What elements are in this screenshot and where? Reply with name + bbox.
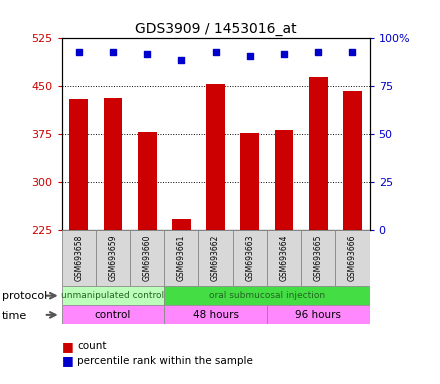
Bar	[62, 305, 164, 324]
Bar	[301, 230, 335, 286]
Bar	[164, 286, 370, 305]
Text: oral submucosal injection: oral submucosal injection	[209, 291, 325, 300]
Bar	[240, 133, 259, 230]
Bar	[164, 305, 267, 324]
Point	[110, 49, 117, 55]
Text: 48 hours: 48 hours	[193, 310, 238, 320]
Bar	[103, 98, 122, 230]
Text: GSM693660: GSM693660	[143, 235, 152, 281]
Bar	[138, 132, 157, 230]
Bar	[96, 230, 130, 286]
Bar	[343, 91, 362, 230]
Point	[281, 51, 288, 57]
Text: time: time	[2, 311, 27, 321]
Bar	[206, 84, 225, 230]
Point	[246, 53, 253, 59]
Text: 96 hours: 96 hours	[295, 310, 341, 320]
Bar	[164, 230, 198, 286]
Text: GSM693664: GSM693664	[279, 235, 289, 281]
Title: GDS3909 / 1453016_at: GDS3909 / 1453016_at	[135, 22, 297, 36]
Text: ■: ■	[62, 354, 73, 367]
Point	[75, 49, 82, 55]
Text: GSM693658: GSM693658	[74, 235, 83, 281]
Text: GSM693662: GSM693662	[211, 235, 220, 281]
Point	[143, 51, 150, 57]
Bar	[130, 230, 164, 286]
Bar	[275, 130, 293, 230]
Point	[212, 49, 219, 55]
Bar	[172, 219, 191, 230]
Text: ■: ■	[62, 340, 73, 353]
Point	[178, 56, 185, 63]
Text: GSM693659: GSM693659	[108, 235, 117, 281]
Text: GSM693663: GSM693663	[246, 235, 254, 281]
Text: unmanipulated control: unmanipulated control	[61, 291, 165, 300]
Bar	[267, 305, 370, 324]
Text: count: count	[77, 341, 106, 351]
Bar	[62, 286, 164, 305]
Bar	[233, 230, 267, 286]
Bar	[267, 230, 301, 286]
Text: control: control	[95, 310, 131, 320]
Bar	[309, 77, 328, 230]
Text: GSM693665: GSM693665	[314, 235, 323, 281]
Text: protocol: protocol	[2, 291, 48, 301]
Point	[349, 49, 356, 55]
Bar	[198, 230, 233, 286]
Bar	[62, 230, 96, 286]
Text: GSM693666: GSM693666	[348, 235, 357, 281]
Bar	[335, 230, 370, 286]
Text: GSM693661: GSM693661	[177, 235, 186, 281]
Bar	[70, 99, 88, 230]
Point	[315, 49, 322, 55]
Text: percentile rank within the sample: percentile rank within the sample	[77, 356, 253, 366]
